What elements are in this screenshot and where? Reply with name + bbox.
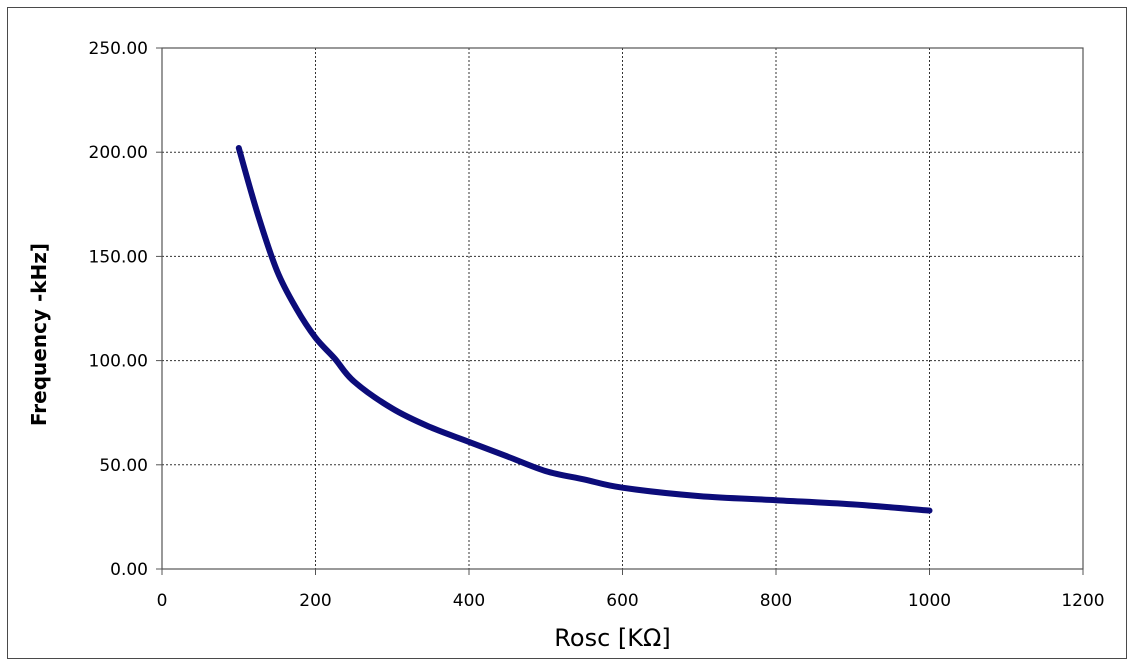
y-tick-label: 250.00 xyxy=(89,39,148,59)
x-axis-ticks: 0 200 400 600 800 1000 1200 xyxy=(157,569,1105,611)
x-tick-label: 1200 xyxy=(1061,591,1104,611)
x-tick-label: 600 xyxy=(606,591,638,611)
y-tick-label: 50.00 xyxy=(99,456,148,476)
x-tick-label: 200 xyxy=(299,591,331,611)
y-tick-label: 100.00 xyxy=(89,352,148,372)
x-tick-label: 800 xyxy=(760,591,792,611)
grid-lines xyxy=(162,48,1083,569)
y-tick-label: 0.00 xyxy=(110,560,148,580)
x-tick-label: 0 xyxy=(157,591,168,611)
chart-frame xyxy=(7,7,1127,659)
series-layer xyxy=(235,145,933,514)
y-axis-ticks: 0.00 50.00 100.00 150.00 200.00 250.00 xyxy=(89,39,162,580)
x-axis-title: Rosc [KΩ] xyxy=(554,624,670,652)
y-tick-label: 150.00 xyxy=(89,247,148,267)
x-tick-label: 400 xyxy=(453,591,485,611)
y-axis-title: Frequency -kHz] xyxy=(27,243,51,426)
x-tick-label: 1000 xyxy=(908,591,951,611)
series-line xyxy=(235,145,933,514)
y-tick-label: 200.00 xyxy=(89,143,148,163)
